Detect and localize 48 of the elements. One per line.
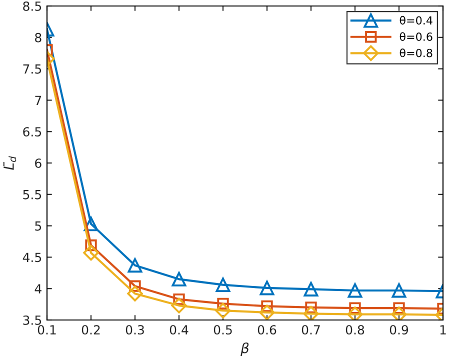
x-tick-label: 0.3 <box>126 325 144 335</box>
x-tick-label: 1 <box>440 325 446 334</box>
x-tick-label: 0.9 <box>390 325 408 335</box>
point <box>172 272 186 286</box>
y-tick-label: 6 <box>35 158 42 168</box>
point <box>347 306 363 320</box>
point <box>393 302 405 314</box>
x-tick-label: 0.7 <box>302 325 320 335</box>
y-tick-label: 5 <box>35 221 42 231</box>
point <box>127 286 143 302</box>
x-tick-label: 0.5 <box>214 325 232 335</box>
x-axis-title: β <box>240 342 249 356</box>
y-tick-label: 8 <box>35 32 42 42</box>
y-tick-label: 7.5 <box>23 64 42 74</box>
x-tick-label: 0.8 <box>346 325 364 335</box>
y-tick-label: 7 <box>35 96 42 105</box>
point <box>129 280 141 292</box>
point <box>83 244 99 261</box>
x-tick-label: 0.2 <box>82 325 100 335</box>
legend-label: θ=0.6 <box>400 32 432 41</box>
legend-label: θ=0.4 <box>400 16 432 25</box>
x-tick-label: 0.6 <box>258 325 276 335</box>
point <box>349 302 361 314</box>
y-tick-label: 6.5 <box>23 127 42 137</box>
point <box>260 280 274 296</box>
y-tick-label: 5.5 <box>23 190 42 200</box>
y-tick-label: 4.5 <box>22 252 42 262</box>
y-tick-label: 4 <box>34 284 42 294</box>
point <box>303 306 319 320</box>
point <box>391 306 407 320</box>
x-tick-label: 0.1 <box>38 325 56 335</box>
x-tick-label: 0.4 <box>170 325 188 335</box>
point <box>259 304 275 320</box>
point <box>216 278 230 292</box>
point <box>128 258 142 273</box>
point <box>215 302 231 318</box>
point <box>348 283 362 298</box>
point <box>171 298 187 314</box>
legend-label: θ=0.8 <box>400 48 432 58</box>
point <box>85 239 97 252</box>
point <box>84 216 98 232</box>
y-tick-label: 8.5 <box>23 1 42 11</box>
point <box>304 282 318 296</box>
y-axis-title: L̄$_{d}$ <box>3 156 16 170</box>
y-tick-label: 3.5 <box>23 315 42 325</box>
point <box>305 302 317 314</box>
point <box>392 283 406 298</box>
point <box>217 298 229 310</box>
